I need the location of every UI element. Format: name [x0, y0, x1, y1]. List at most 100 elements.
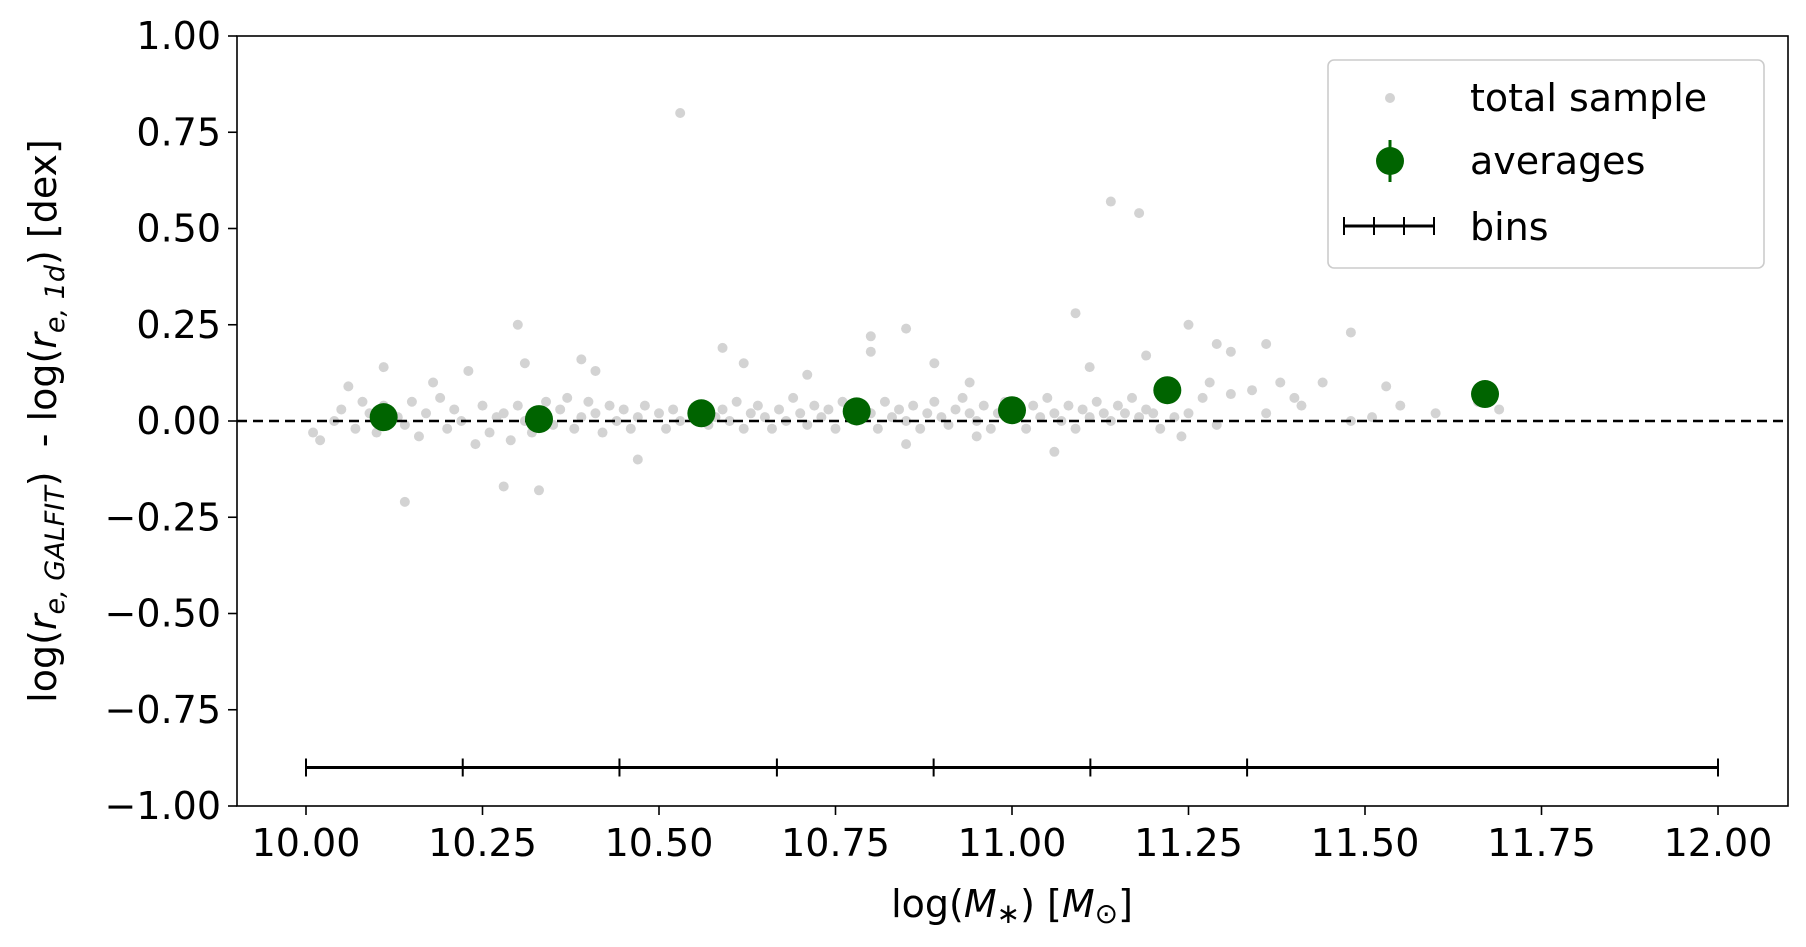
legend-averages-marker	[1376, 147, 1404, 175]
sample-point	[929, 396, 940, 407]
sample-point	[901, 323, 912, 334]
sample-point	[802, 419, 813, 430]
sample-point	[1112, 400, 1123, 411]
sample-point	[1225, 389, 1236, 400]
sample-point	[505, 435, 516, 446]
average-point	[369, 403, 398, 432]
sample-point	[1197, 392, 1208, 403]
sample-point	[442, 423, 453, 434]
sample-point	[901, 439, 912, 450]
y-tick-label: 0.75	[136, 110, 221, 154]
sample-point	[611, 416, 622, 426]
sample-point	[908, 400, 919, 411]
sample-point	[1345, 327, 1356, 338]
sample-point	[1021, 423, 1032, 434]
x-tick-label: 11.75	[1487, 821, 1596, 865]
sample-point	[1141, 350, 1152, 361]
sample-point	[1070, 423, 1081, 434]
sample-point	[406, 396, 417, 407]
sample-point	[1296, 400, 1307, 411]
sample-point	[315, 435, 326, 446]
sample-point	[618, 404, 629, 415]
y-tick-label: 0.25	[136, 303, 221, 347]
average-point	[687, 399, 716, 428]
legend-averages-label: averages	[1470, 139, 1645, 183]
y-tick-label: 1.00	[136, 14, 221, 58]
sample-point	[865, 331, 876, 342]
sample-point	[936, 412, 947, 423]
sample-point	[308, 427, 319, 438]
sample-point	[661, 423, 672, 434]
sample-point	[1098, 408, 1109, 419]
x-tick-label: 11.25	[1134, 821, 1243, 865]
sample-point	[597, 427, 608, 438]
sample-point	[865, 346, 876, 357]
sample-point	[1049, 408, 1060, 419]
sample-point	[964, 377, 975, 388]
sample-point	[484, 427, 495, 438]
average-point	[1153, 376, 1182, 405]
x-axis-label: log(M∗) [M⊙]	[891, 882, 1133, 930]
y-tick-label: 0.00	[136, 399, 221, 443]
sample-point	[413, 431, 424, 442]
sample-point	[399, 496, 410, 507]
sample-point	[470, 439, 481, 450]
y-tick-label: 0.50	[136, 207, 221, 251]
sample-point	[583, 396, 594, 407]
sample-point	[1084, 412, 1095, 423]
legend-sample-label: total sample	[1470, 76, 1707, 120]
sample-point	[978, 400, 989, 411]
x-tick-label: 11.50	[1311, 821, 1420, 865]
sample-point	[1275, 377, 1286, 388]
sample-point	[1183, 319, 1194, 330]
sample-point	[421, 408, 432, 419]
sample-point	[1261, 339, 1272, 349]
sample-point	[1183, 408, 1194, 419]
sample-point	[555, 404, 566, 415]
sample-point	[1035, 412, 1046, 423]
sample-point	[1261, 408, 1272, 419]
sample-point	[569, 423, 580, 434]
average-point	[1471, 380, 1500, 409]
sample-point	[562, 392, 573, 403]
average-point	[998, 396, 1026, 425]
sample-point	[639, 400, 650, 411]
sample-point	[1395, 400, 1406, 411]
sample-point	[1084, 362, 1095, 373]
sample-point	[922, 408, 933, 419]
sample-point	[463, 365, 474, 376]
sample-point	[766, 423, 777, 434]
sample-point	[809, 400, 820, 411]
y-tick-label: −1.00	[105, 784, 221, 828]
sample-point	[1289, 392, 1300, 403]
sample-point	[759, 412, 770, 423]
sample-point	[675, 108, 686, 118]
x-tick-label: 10.00	[252, 821, 361, 865]
sample-point	[1494, 404, 1505, 415]
sample-point	[943, 419, 954, 430]
sample-point	[1134, 208, 1145, 219]
sample-point	[971, 431, 982, 442]
sample-point	[498, 408, 509, 419]
legend-sample-marker	[1385, 93, 1395, 103]
sample-point	[1148, 408, 1159, 419]
sample-point	[632, 412, 643, 423]
sample-point	[576, 412, 587, 423]
sample-point	[915, 423, 926, 434]
sample-point	[632, 454, 643, 465]
sample-point	[477, 400, 488, 411]
sample-point	[738, 358, 749, 369]
sample-point	[1119, 408, 1130, 419]
sample-point	[1169, 412, 1180, 423]
y-axis-label: log(re, GALFIT) - log(re, 1d) [dex]	[21, 139, 71, 703]
sample-point	[745, 408, 756, 419]
bins-layer	[305, 758, 1719, 777]
sample-point	[738, 423, 749, 434]
sample-point	[512, 319, 523, 330]
averages-layer	[369, 376, 1500, 434]
sample-point	[449, 404, 460, 415]
sample-point	[576, 354, 587, 365]
sample-point	[590, 408, 601, 419]
sample-point	[1317, 377, 1328, 388]
sample-point	[802, 369, 813, 380]
